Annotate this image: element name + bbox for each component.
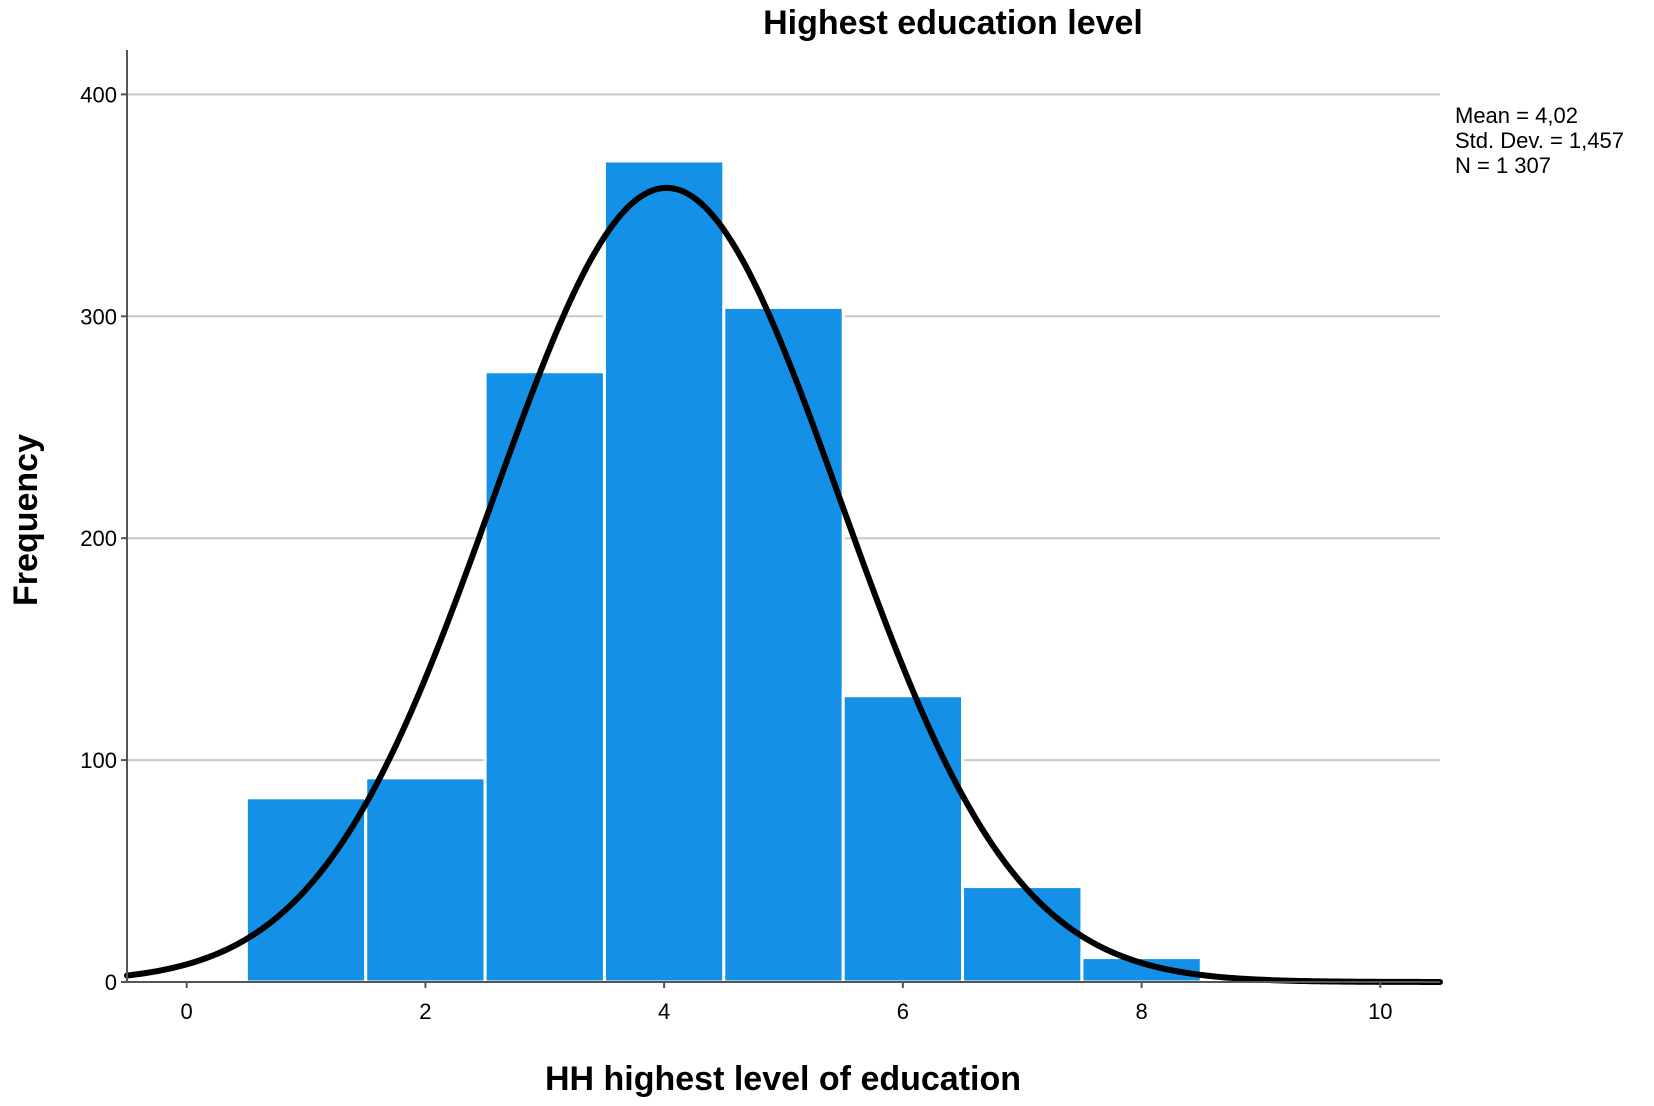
y-tick-label-200: 200	[80, 526, 117, 551]
axes	[126, 50, 1440, 983]
y-tick-label-400: 400	[80, 82, 117, 107]
x-tick-label-8: 8	[1135, 999, 1147, 1024]
stat-n: N = 1 307	[1455, 153, 1551, 178]
y-tick-label-0: 0	[105, 970, 117, 995]
chart-title: Highest education level	[763, 4, 1143, 42]
histogram-bar-6	[841, 694, 965, 984]
stat-std-dev: Std. Dev. = 1,457	[1455, 128, 1624, 153]
x-tick-label-0: 0	[181, 999, 193, 1024]
x-tick-label-4: 4	[658, 999, 670, 1024]
histogram-bars	[244, 159, 1203, 984]
x-tick-label-6: 6	[897, 999, 909, 1024]
histogram-bar-2	[364, 776, 487, 984]
histogram-bar-5	[722, 305, 845, 984]
normal-curve-layer	[124, 184, 1443, 985]
x-tick-label-10: 10	[1368, 999, 1392, 1024]
stats-annotation: Mean = 4,02 Std. Dev. = 1,457 N = 1 307	[1455, 103, 1624, 178]
histogram-bar-7	[961, 885, 1084, 984]
y-axis-label: Frequency	[7, 434, 45, 606]
x-tick-label-2: 2	[419, 999, 431, 1024]
normal-curve	[124, 184, 1443, 985]
stat-mean: Mean = 4,02	[1455, 103, 1578, 128]
y-tick-label-300: 300	[80, 304, 117, 329]
x-axis-ticks: 0 2 4 6 8 10	[181, 982, 1393, 1024]
y-axis-ticks: 0 100 200 300 400	[80, 82, 127, 995]
x-axis-label: HH highest level of education	[545, 1060, 1021, 1098]
histogram-bar-4	[602, 159, 726, 984]
y-tick-label-100: 100	[80, 748, 117, 773]
